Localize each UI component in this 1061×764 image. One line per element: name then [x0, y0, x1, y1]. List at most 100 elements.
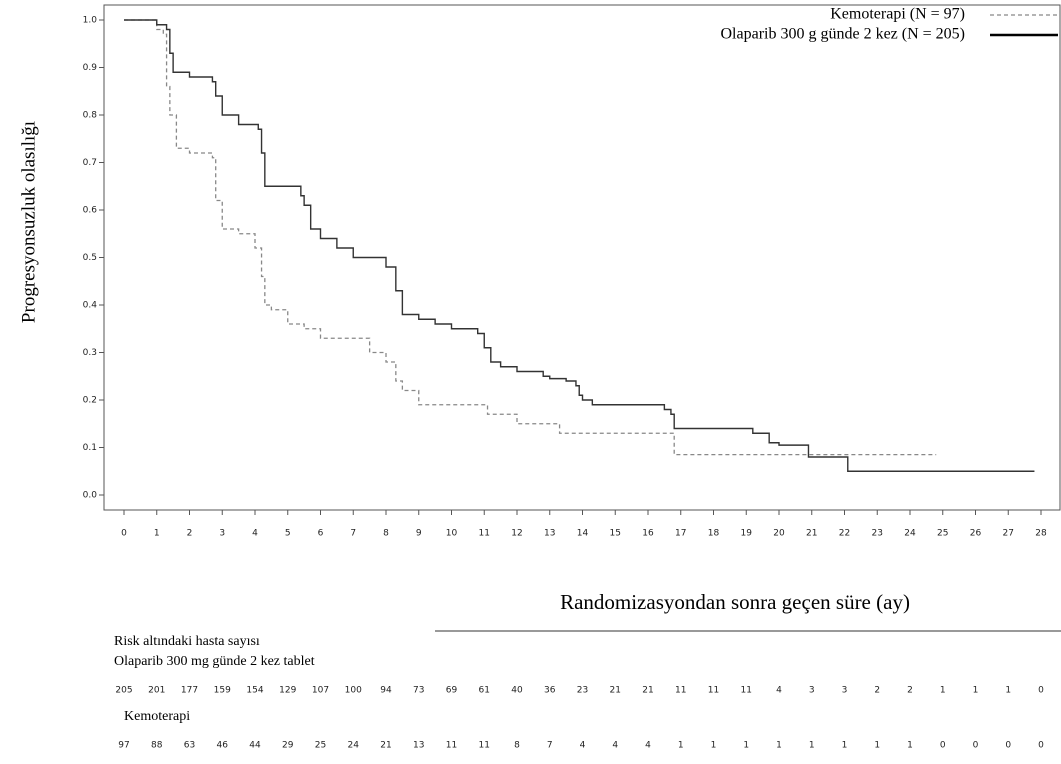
- y-tick-label: 0.5: [83, 253, 97, 263]
- risk-count: 24: [348, 741, 360, 751]
- risk-count: 7: [547, 741, 553, 751]
- risk-count: 11: [479, 741, 490, 751]
- y-tick-label: 0.2: [83, 396, 97, 406]
- risk-count: 4: [612, 741, 618, 751]
- risk-count: 1: [678, 741, 684, 751]
- risk-count: 0: [1005, 741, 1011, 751]
- km-curve: [124, 19, 937, 456]
- y-tick-label: 0.9: [83, 63, 98, 73]
- risk-count: 0: [973, 741, 979, 751]
- y-tick-label: 0.3: [83, 348, 97, 358]
- risk-count: 205: [115, 686, 132, 696]
- x-tick-label: 27: [1003, 529, 1014, 539]
- risk-count: 1: [973, 686, 979, 696]
- x-tick-label: 12: [511, 529, 522, 539]
- risk-count: 4: [776, 686, 782, 696]
- risk-count: 29: [282, 741, 294, 751]
- y-tick-label: 0.7: [83, 158, 97, 168]
- y-tick-label: 0.1: [83, 443, 97, 453]
- risk-count: 129: [279, 686, 296, 696]
- risk-count: 0: [1038, 741, 1044, 751]
- risk-count: 2: [874, 686, 880, 696]
- risk-count: 1: [874, 741, 880, 751]
- risk-count: 159: [214, 686, 231, 696]
- risk-count: 1: [1005, 686, 1011, 696]
- x-tick-label: 6: [318, 529, 324, 539]
- risk-group-name: Kemoterapi: [124, 709, 190, 724]
- x-tick-label: 4: [252, 529, 258, 539]
- x-tick-label: 16: [642, 529, 654, 539]
- y-tick-label: 0.6: [83, 206, 98, 216]
- risk-count: 3: [809, 686, 815, 696]
- risk-count: 0: [940, 741, 946, 751]
- x-tick-label: 24: [904, 529, 916, 539]
- risk-count: 1: [842, 741, 848, 751]
- risk-count: 97: [118, 741, 129, 751]
- x-tick-label: 20: [773, 529, 785, 539]
- x-tick-label: 22: [839, 529, 850, 539]
- x-tick-label: 19: [741, 529, 753, 539]
- risk-count: 94: [380, 686, 392, 696]
- x-tick-label: 5: [285, 529, 291, 539]
- risk-count: 1: [711, 741, 717, 751]
- x-tick-label: 9: [416, 529, 422, 539]
- risk-count: 1: [776, 741, 782, 751]
- x-tick-label: 2: [187, 529, 193, 539]
- risk-count: 21: [642, 686, 653, 696]
- risk-group-name: Olaparib 300 mg günde 2 kez tablet: [114, 654, 315, 669]
- risk-count: 11: [675, 686, 686, 696]
- x-tick-label: 1: [154, 529, 160, 539]
- risk-count: 88: [151, 741, 163, 751]
- risk-count: 107: [312, 686, 329, 696]
- risk-count: 154: [246, 686, 263, 696]
- x-tick-label: 17: [675, 529, 686, 539]
- risk-count: 1: [940, 686, 946, 696]
- risk-count: 100: [345, 686, 362, 696]
- x-tick-label: 15: [610, 529, 621, 539]
- x-tick-label: 21: [806, 529, 817, 539]
- risk-count: 11: [708, 686, 719, 696]
- risk-count: 21: [380, 741, 391, 751]
- risk-count: 201: [148, 686, 165, 696]
- x-tick-label: 7: [350, 529, 356, 539]
- y-tick-label: 0.8: [83, 111, 98, 121]
- x-tick-label: 8: [383, 529, 389, 539]
- risk-count: 8: [514, 741, 520, 751]
- risk-count: 21: [610, 686, 621, 696]
- risk-count: 61: [479, 686, 490, 696]
- risk-count: 4: [580, 741, 586, 751]
- risk-count: 40: [511, 686, 523, 696]
- risk-count: 3: [842, 686, 848, 696]
- risk-count: 2: [907, 686, 913, 696]
- risk-count: 177: [181, 686, 198, 696]
- legend-label: Kemoterapi (N = 97): [830, 6, 965, 23]
- x-tick-label: 10: [446, 529, 458, 539]
- y-axis-label: Progresyonsuzluk olasılığı: [18, 121, 39, 323]
- x-tick-label: 25: [937, 529, 948, 539]
- risk-count: 73: [413, 686, 424, 696]
- x-tick-label: 14: [577, 529, 589, 539]
- x-tick-label: 28: [1035, 529, 1047, 539]
- x-tick-label: 23: [872, 529, 883, 539]
- x-tick-label: 0: [121, 529, 127, 539]
- risk-count: 25: [315, 741, 326, 751]
- x-tick-label: 11: [479, 529, 490, 539]
- x-tick-label: 18: [708, 529, 720, 539]
- plot-frame: [103, 4, 1061, 511]
- risk-count: 46: [217, 741, 229, 751]
- km-curve: [124, 19, 1035, 472]
- risk-count: 1: [809, 741, 815, 751]
- risk-title: Risk altındaki hasta sayısı: [114, 634, 260, 649]
- risk-count: 11: [446, 741, 457, 751]
- risk-count: 13: [413, 741, 424, 751]
- risk-count: 1: [907, 741, 913, 751]
- risk-count: 23: [577, 686, 588, 696]
- y-tick-label: 0.4: [83, 301, 98, 311]
- y-tick-label: 0.0: [83, 491, 98, 501]
- x-tick-label: 3: [219, 529, 225, 539]
- x-tick-label: 13: [544, 529, 555, 539]
- risk-count: 44: [249, 741, 261, 751]
- risk-count: 4: [645, 741, 651, 751]
- risk-count: 1: [743, 741, 749, 751]
